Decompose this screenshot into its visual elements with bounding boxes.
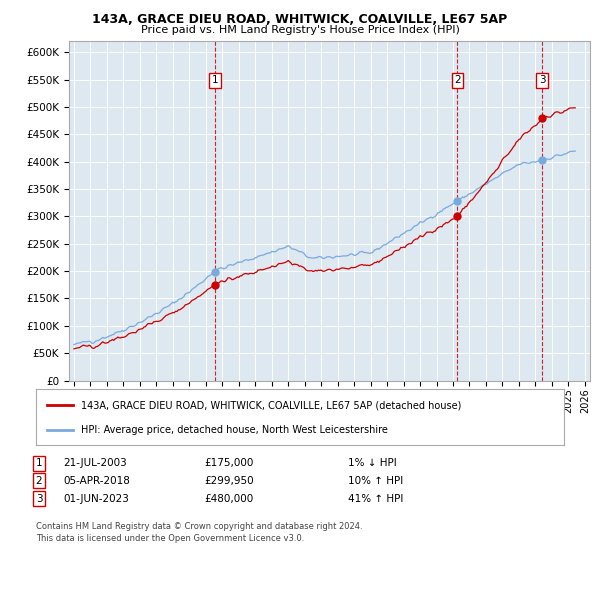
Text: 2: 2 [35, 476, 43, 486]
Text: 143A, GRACE DIEU ROAD, WHITWICK, COALVILLE, LE67 5AP (detached house): 143A, GRACE DIEU ROAD, WHITWICK, COALVIL… [81, 400, 461, 410]
Text: 05-APR-2018: 05-APR-2018 [63, 476, 130, 486]
Text: 21-JUL-2003: 21-JUL-2003 [63, 458, 127, 468]
Text: 10% ↑ HPI: 10% ↑ HPI [348, 476, 403, 486]
Text: £480,000: £480,000 [204, 494, 253, 503]
Text: 1% ↓ HPI: 1% ↓ HPI [348, 458, 397, 468]
Text: 2: 2 [454, 76, 461, 86]
Text: Contains HM Land Registry data © Crown copyright and database right 2024.: Contains HM Land Registry data © Crown c… [36, 522, 362, 531]
Text: This data is licensed under the Open Government Licence v3.0.: This data is licensed under the Open Gov… [36, 533, 304, 543]
Text: Price paid vs. HM Land Registry's House Price Index (HPI): Price paid vs. HM Land Registry's House … [140, 25, 460, 35]
Text: 3: 3 [539, 76, 545, 86]
Text: £299,950: £299,950 [204, 476, 254, 486]
Text: 01-JUN-2023: 01-JUN-2023 [63, 494, 129, 503]
Text: £175,000: £175,000 [204, 458, 253, 468]
Text: 1: 1 [35, 458, 43, 468]
Text: HPI: Average price, detached house, North West Leicestershire: HPI: Average price, detached house, Nort… [81, 425, 388, 435]
Text: 41% ↑ HPI: 41% ↑ HPI [348, 494, 403, 503]
Text: 143A, GRACE DIEU ROAD, WHITWICK, COALVILLE, LE67 5AP: 143A, GRACE DIEU ROAD, WHITWICK, COALVIL… [92, 13, 508, 26]
Text: 3: 3 [35, 494, 43, 503]
Text: 1: 1 [211, 76, 218, 86]
